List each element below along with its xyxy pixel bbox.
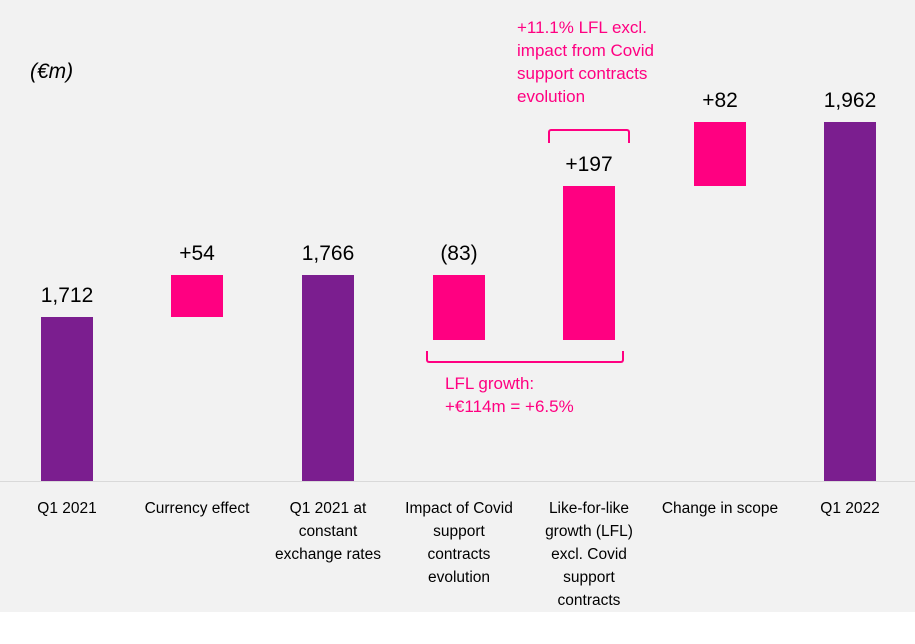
category-label-line: support [433,523,485,540]
delta-bar [433,275,485,340]
category-label-line: Impact of Covid [405,500,513,517]
category-label: Like-for-like growth (LFL) excl. Covid supp… [525,497,653,612]
waterfall-chart: (€m) 1,712 Q1 2021 +54 Currency effect 1,766… [0,0,915,612]
category-label-line: growth (LFL) [545,523,633,540]
lfl-growth-line: +€114m = +6.5% [445,397,574,416]
delta-bar [694,122,746,187]
total-bar [824,122,876,481]
data-label: +54 [179,242,215,266]
category-label-line: Currency effect [144,500,250,517]
lfl-excl-line: evolution [517,87,586,106]
total-bar [41,317,93,481]
category-label-line: constant [298,523,358,540]
lfl-excl-line: impact from Covid [517,41,654,60]
delta-bar [563,186,615,340]
category-label-line: excl. Covid [551,546,627,563]
category-label-line: exchange rates [275,546,381,563]
data-label: 1,766 [301,242,355,266]
category-label: Q1 2021 at constant exchange rates [264,497,392,566]
category-label: Q1 2021 [3,497,131,520]
category-label: Q1 2022 [786,497,914,520]
category-label-line: support [563,569,615,586]
category-label: Impact of Covid support contracts evolution [395,497,523,589]
lfl-excl-bracket [548,129,630,143]
total-bar [302,275,354,481]
x-axis-line [0,481,915,482]
category-label-line: contracts [427,546,491,563]
category-label-line: contracts [557,592,621,609]
category-label-line: Like-for-like [548,500,630,517]
delta-bar [171,275,223,318]
data-label: 1,962 [823,89,877,113]
lfl-excl-note: +11.1% LFL excl. impact from Covid suppo… [517,16,654,108]
category-label: Change in scope [656,497,784,520]
data-label: +197 [565,153,613,177]
category-label: Currency effect [133,497,261,520]
data-label: (83) [440,242,478,266]
lfl-growth-bracket [426,351,624,363]
data-label: 1,712 [40,284,94,308]
lfl-excl-line: +11.1% LFL excl. [517,18,647,37]
category-label-line: Q1 2021 at [289,500,367,517]
category-label-line: evolution [427,569,491,586]
unit-label: (€m) [30,60,74,83]
category-label-line: Q1 2021 [37,500,97,517]
category-label-line: Q1 2022 [820,500,880,517]
data-label: +82 [702,89,738,113]
lfl-growth-note: LFL growth: +€114m = +6.5% [445,372,574,418]
lfl-excl-line: support contracts [517,64,648,83]
lfl-growth-line: LFL growth: [445,374,535,393]
category-label-line: Change in scope [661,500,779,517]
